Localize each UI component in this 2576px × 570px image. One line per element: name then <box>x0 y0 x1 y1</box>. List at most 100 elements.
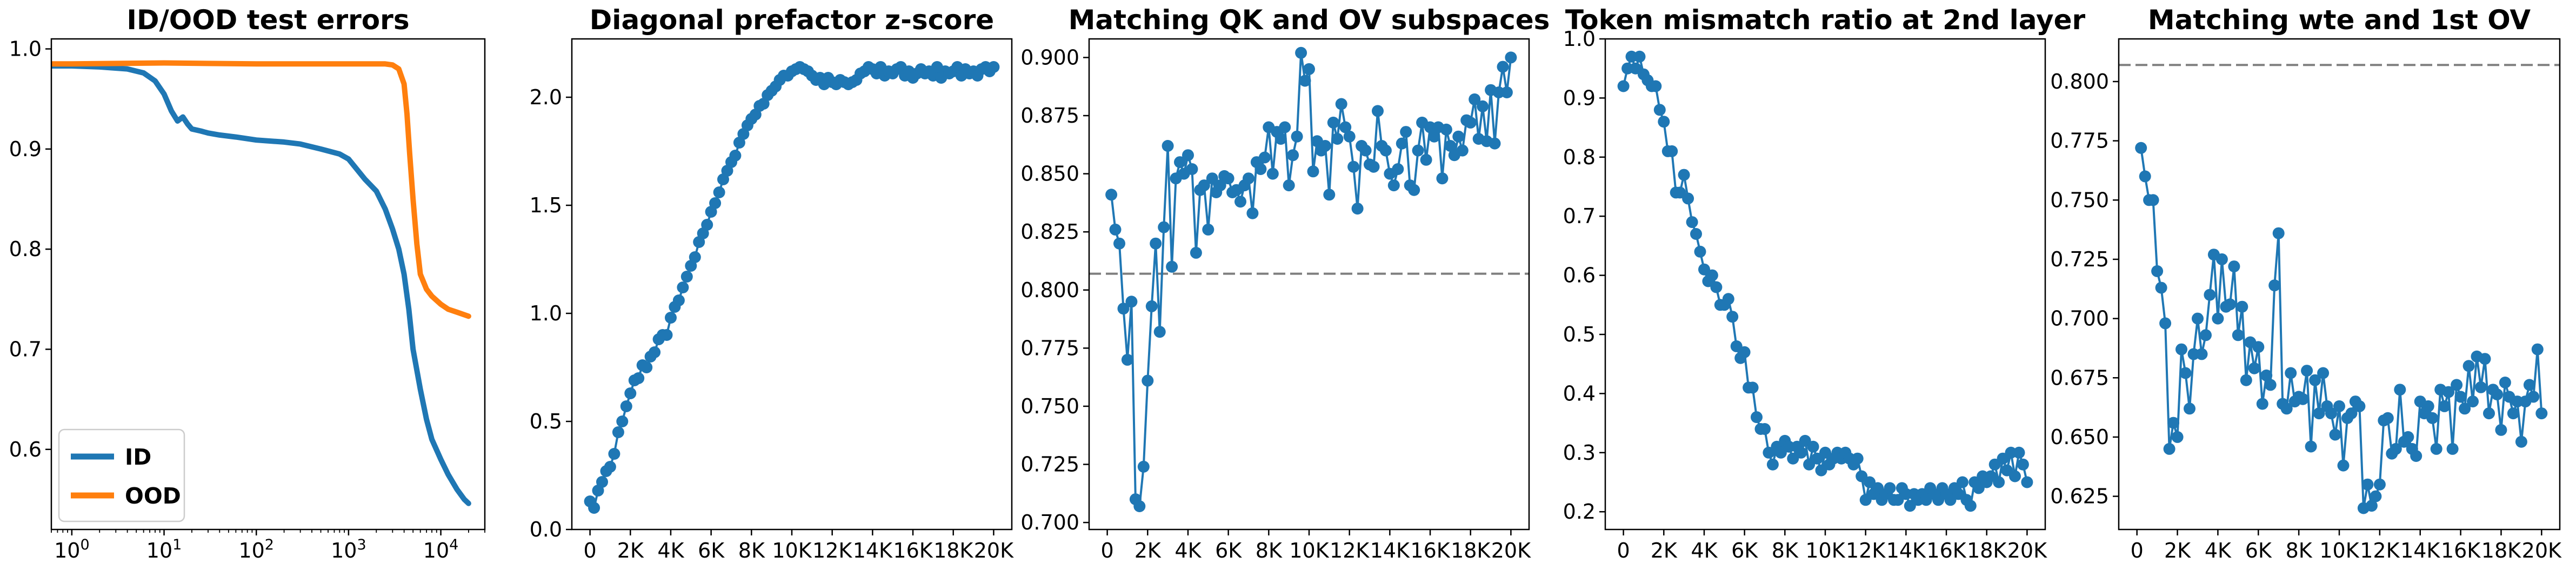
data-point <box>1379 144 1392 157</box>
data-point <box>2527 391 2540 403</box>
data-point <box>1327 116 1339 129</box>
series-line-1 <box>2140 146 2543 509</box>
data-point <box>2361 478 2374 491</box>
x-tick-label: 14K <box>2400 539 2440 562</box>
x-tick-label: 8K <box>2286 539 2313 562</box>
data-point <box>1489 137 1501 150</box>
data-point <box>1266 167 1279 180</box>
data-point <box>620 400 632 412</box>
data-point <box>2353 400 2366 412</box>
data-point <box>2373 478 2386 491</box>
data-point <box>1254 163 1267 175</box>
data-point <box>1686 216 1698 229</box>
y-tick-label: 0.6 <box>1563 264 1596 287</box>
x-tick-label: 4K <box>1691 539 1718 562</box>
data-point <box>1222 172 1234 185</box>
y-tick-label: 0.5 <box>530 410 562 433</box>
data-point <box>1153 326 1166 338</box>
chart-panel-5: Matching wte and 1st OV 0.625 0.650 0.675 0.… <box>2050 4 2562 562</box>
chart-panel-2: Diagonal prefactor z-score 0.0 0.5 1.0 1.5 2.… <box>530 4 1015 562</box>
plot-area <box>1105 46 1517 512</box>
y-tick-label: 0.8 <box>9 237 42 261</box>
y-tick-label: 0.875 <box>1020 104 1079 128</box>
data-point <box>2523 379 2535 391</box>
chart-title: Matching QK and OV subspaces <box>1069 4 1550 36</box>
data-point <box>2252 341 2265 353</box>
data-point <box>1444 140 1457 152</box>
x-tick-label: 101 <box>146 537 182 562</box>
data-point <box>2167 417 2180 429</box>
data-point <box>1190 246 1202 259</box>
chart-title: Token mismatch ratio at 2nd layer <box>1565 4 2086 36</box>
y-tick-label: 2.0 <box>530 85 562 109</box>
data-point <box>665 312 677 324</box>
data-point <box>2430 442 2442 455</box>
x-tick-label: 12K <box>2360 539 2400 562</box>
data-point <box>1766 458 1779 471</box>
data-point <box>2151 265 2164 277</box>
series-line-2 <box>51 60 471 319</box>
data-point <box>1351 203 1364 215</box>
data-point <box>2329 428 2341 441</box>
data-point <box>1202 223 1214 236</box>
x-tick-label: 14K <box>853 539 893 562</box>
data-point <box>649 346 661 358</box>
data-point <box>1633 50 1646 63</box>
data-point <box>2236 300 2248 313</box>
y-tick-label: 0.800 <box>2050 70 2109 93</box>
x-tick-label: 6K <box>1731 539 1758 562</box>
data-point <box>1666 145 1678 157</box>
data-point <box>2454 391 2467 403</box>
data-point <box>2345 407 2358 420</box>
data-point <box>2009 470 2021 482</box>
x-tick-label: 2K <box>2164 539 2191 562</box>
y-tick-label: 0.725 <box>2050 247 2109 271</box>
data-point <box>1738 346 1751 358</box>
y-tick-label: 0.9 <box>1563 86 1596 110</box>
y-tick-label: 0.9 <box>9 137 42 161</box>
y-tick-label: 0.4 <box>1563 381 1596 405</box>
data-point <box>1392 163 1404 175</box>
data-point <box>1400 126 1412 138</box>
data-point <box>2495 424 2507 436</box>
y-tick-label: 0.7 <box>9 337 42 361</box>
data-point <box>2394 384 2406 396</box>
data-point <box>1497 61 1509 73</box>
data-point <box>1956 476 1968 488</box>
x-tick-label: 10K <box>1805 539 1845 562</box>
y-tick-label: 0.7 <box>1563 204 1596 228</box>
data-point <box>1420 153 1432 166</box>
data-point <box>604 461 616 473</box>
data-point <box>1469 93 1481 105</box>
x-tick-label: 10K <box>772 539 812 562</box>
data-point <box>1452 130 1465 143</box>
data-point <box>1343 130 1356 143</box>
data-point <box>1706 269 1718 281</box>
axes-frame <box>1088 38 1530 531</box>
x-tick-label: 4K <box>657 539 684 562</box>
data-point <box>2479 353 2491 365</box>
data-point <box>1678 169 1690 181</box>
chart-panel-3: Matching QK and OV subspaces 0.700 0.725 0.… <box>1020 4 1550 562</box>
series-line-1 <box>51 63 471 506</box>
data-point <box>2175 343 2187 356</box>
data-point <box>2297 393 2309 405</box>
data-point <box>2442 386 2455 398</box>
y-tick-label: 0.750 <box>2050 188 2109 212</box>
data-point <box>2248 362 2260 374</box>
x-tick-label: 6K <box>1215 539 1242 562</box>
data-point <box>588 502 600 514</box>
data-point <box>1746 381 1759 394</box>
data-point <box>1307 165 1319 178</box>
data-point <box>1121 353 1133 366</box>
x-tick-label: 12K <box>1330 539 1370 562</box>
data-point <box>2135 142 2147 154</box>
x-tick-label: 4K <box>2205 539 2232 562</box>
data-point <box>1795 446 1807 459</box>
data-point <box>2325 407 2337 420</box>
axes-frame <box>571 38 1013 531</box>
data-point <box>624 387 637 399</box>
data-point <box>1234 196 1246 208</box>
y-tick-label: 1.0 <box>530 301 562 325</box>
